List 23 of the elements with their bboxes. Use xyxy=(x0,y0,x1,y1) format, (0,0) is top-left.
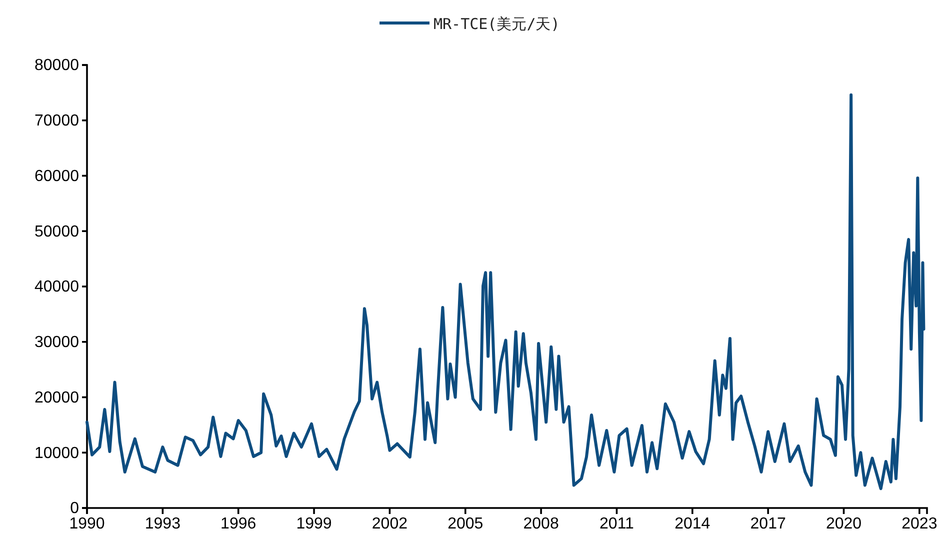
x-tick-label: 2008 xyxy=(523,515,559,532)
x-tick-label: 2014 xyxy=(674,515,710,532)
x-tick-label: 2020 xyxy=(826,515,862,532)
y-tick-label: 20000 xyxy=(34,389,80,406)
x-tick-label: 1990 xyxy=(69,515,105,532)
line-series xyxy=(86,93,926,490)
y-tick-label: 70000 xyxy=(34,112,80,130)
x-tick-label: 1993 xyxy=(144,515,181,532)
x-tick-label: 2023 xyxy=(902,515,938,532)
x-tick-label: 2017 xyxy=(750,515,786,532)
y-tick-label: 10000 xyxy=(34,444,80,462)
y-tick-label: 30000 xyxy=(34,334,80,351)
y-tick-label: 0 xyxy=(70,500,80,518)
y-tick-label: 60000 xyxy=(34,168,80,185)
x-tick-label: 2002 xyxy=(372,515,408,532)
y-tick-label: 50000 xyxy=(34,223,80,240)
x-tick-label: 1999 xyxy=(296,515,332,532)
legend-label: MR-TCE(美元/天) xyxy=(434,15,560,33)
y-tick-label: 40000 xyxy=(34,278,80,296)
x-tick-label: 1996 xyxy=(220,515,256,532)
y-tick-label: 80000 xyxy=(34,57,80,74)
x-tick-label: 2005 xyxy=(448,515,484,532)
x-tick-label: 2011 xyxy=(600,515,634,532)
